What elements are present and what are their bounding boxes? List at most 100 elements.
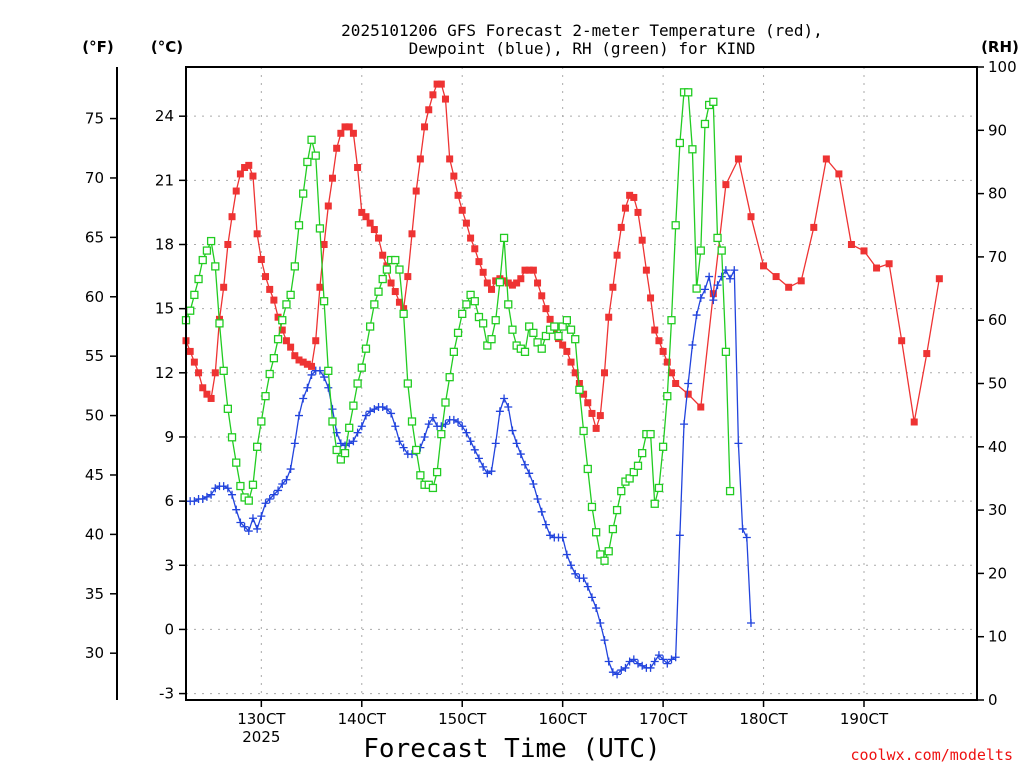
dewpoint-line <box>186 269 752 675</box>
year-label: 2025 <box>242 728 280 746</box>
relative-humidity-point <box>198 255 207 265</box>
celsius-tick-label: 6 <box>164 492 174 510</box>
relative-humidity-point <box>382 265 392 274</box>
2-meter-temperature-point <box>580 390 588 398</box>
relative-humidity-point <box>374 287 383 296</box>
2-meter-temperature-point <box>651 326 659 334</box>
dewpoint-point <box>370 405 379 414</box>
relative-humidity-point <box>646 429 655 439</box>
relative-humidity-point <box>625 474 634 483</box>
2-meter-temperature-point <box>467 234 475 242</box>
relative-humidity-point <box>495 278 505 287</box>
relative-humidity-point <box>491 316 500 325</box>
grid-lines <box>186 67 977 700</box>
2-meter-temperature-point <box>245 161 253 169</box>
relative-humidity-point <box>684 88 693 97</box>
dewpoint-point <box>466 437 475 446</box>
dewpoint-point <box>211 484 220 493</box>
relative-humidity-point <box>579 426 588 436</box>
dewpoint-point <box>629 655 638 664</box>
dewpoint-point <box>738 524 747 533</box>
2-meter-temperature-point <box>337 129 345 137</box>
2-meter-temperature-point <box>446 155 454 163</box>
relative-humidity-point <box>525 322 534 331</box>
2-meter-temperature-point <box>354 164 362 172</box>
dewpoint-point <box>336 439 345 448</box>
2-meter-temperature-point <box>684 390 692 398</box>
2-meter-temperature-point <box>672 380 680 387</box>
relative-humidity-point <box>428 483 438 493</box>
dewpoint-point <box>244 527 253 536</box>
dewpoint-point <box>366 407 375 416</box>
rh-tick-label: 70 <box>988 248 1007 266</box>
dewpoint-point <box>274 486 283 495</box>
relative-humidity-point <box>554 331 563 341</box>
relative-humidity-point <box>252 442 262 451</box>
relative-humidity-point <box>223 404 233 413</box>
relative-humidity-point <box>299 189 308 198</box>
2-meter-temperature-point <box>207 394 215 402</box>
relative-humidity-point <box>441 398 450 407</box>
2-meter-temperature-point <box>630 193 638 201</box>
fahrenheit-tick-label: 55 <box>85 347 104 365</box>
relative-humidity-point <box>273 335 283 344</box>
2-meter-temperature-point <box>278 326 286 334</box>
celsius-tick-label: 12 <box>155 364 174 382</box>
relative-humidity-point <box>504 300 513 309</box>
dewpoint-point <box>742 533 751 542</box>
axis-ticks: 130CT 140CT 150CT 160CT 170CT 180CT 190CT -3 0 3 6… <box>85 58 1017 728</box>
2-meter-temperature-point <box>483 279 491 287</box>
relative-humidity-point <box>612 505 622 515</box>
relative-humidity-point <box>278 316 287 325</box>
dewpoint-point <box>688 341 697 350</box>
relative-humidity-point <box>248 480 258 489</box>
dewpoint-point <box>646 663 655 672</box>
dewpoint-point <box>361 411 370 420</box>
rh-tick-label: 30 <box>988 501 1007 519</box>
rh-tick-label: 80 <box>988 185 1007 203</box>
2-meter-temperature-point <box>923 350 931 358</box>
2-meter-temperature-point <box>525 266 533 274</box>
x-tick-label: 170CT <box>639 710 688 728</box>
x-tick-label: 140CT <box>338 710 387 728</box>
2-meter-temperature-point <box>441 95 449 103</box>
2-meter-temperature-point <box>634 208 642 216</box>
2-meter-temperature-point <box>910 418 918 426</box>
relative-humidity-point <box>211 262 220 271</box>
celsius-axis-unit: (°C) <box>151 38 183 56</box>
dewpoint-point <box>487 467 496 476</box>
chart-title-line-1: 2025101206 GFS Forecast 2-meter Temperat… <box>341 21 823 40</box>
dewpoint-point <box>328 405 337 414</box>
dewpoint-point <box>558 533 567 542</box>
dewpoint-point <box>257 512 266 521</box>
dewpoint-point <box>269 490 278 499</box>
dewpoint-point <box>516 450 525 459</box>
relative-humidity-point <box>608 524 618 534</box>
2-meter-temperature-point <box>458 206 466 214</box>
dewpoint-point <box>190 497 199 506</box>
relative-humidity-point <box>654 483 664 493</box>
fahrenheit-axis-unit: (°F) <box>82 38 113 56</box>
dewpoint-point <box>730 266 739 275</box>
relative-humidity-point <box>336 455 346 464</box>
dewpoint-point <box>663 659 672 668</box>
relative-humidity-point <box>583 464 592 474</box>
relative-humidity-point <box>604 547 613 556</box>
relative-humidity-point <box>566 325 576 334</box>
2-meter-temperature-point <box>341 123 349 131</box>
dewpoint-point <box>470 445 479 454</box>
relative-humidity-point <box>558 322 567 331</box>
2-meter-temperature-point <box>203 390 211 398</box>
2-meter-temperature-point <box>345 123 353 131</box>
2-meter-temperature-point <box>287 343 295 351</box>
relative-humidity-point <box>190 290 199 300</box>
dewpoint-point <box>529 480 538 489</box>
dewpoint-point <box>604 657 613 666</box>
2-meter-temperature-point <box>437 80 445 88</box>
dewpoint-point <box>659 655 668 664</box>
2-meter-temperature-point <box>257 255 265 263</box>
2-meter-temperature-point <box>822 155 830 163</box>
rh-tick-label: 100 <box>988 58 1017 76</box>
2-meter-temperature-point <box>349 129 357 137</box>
